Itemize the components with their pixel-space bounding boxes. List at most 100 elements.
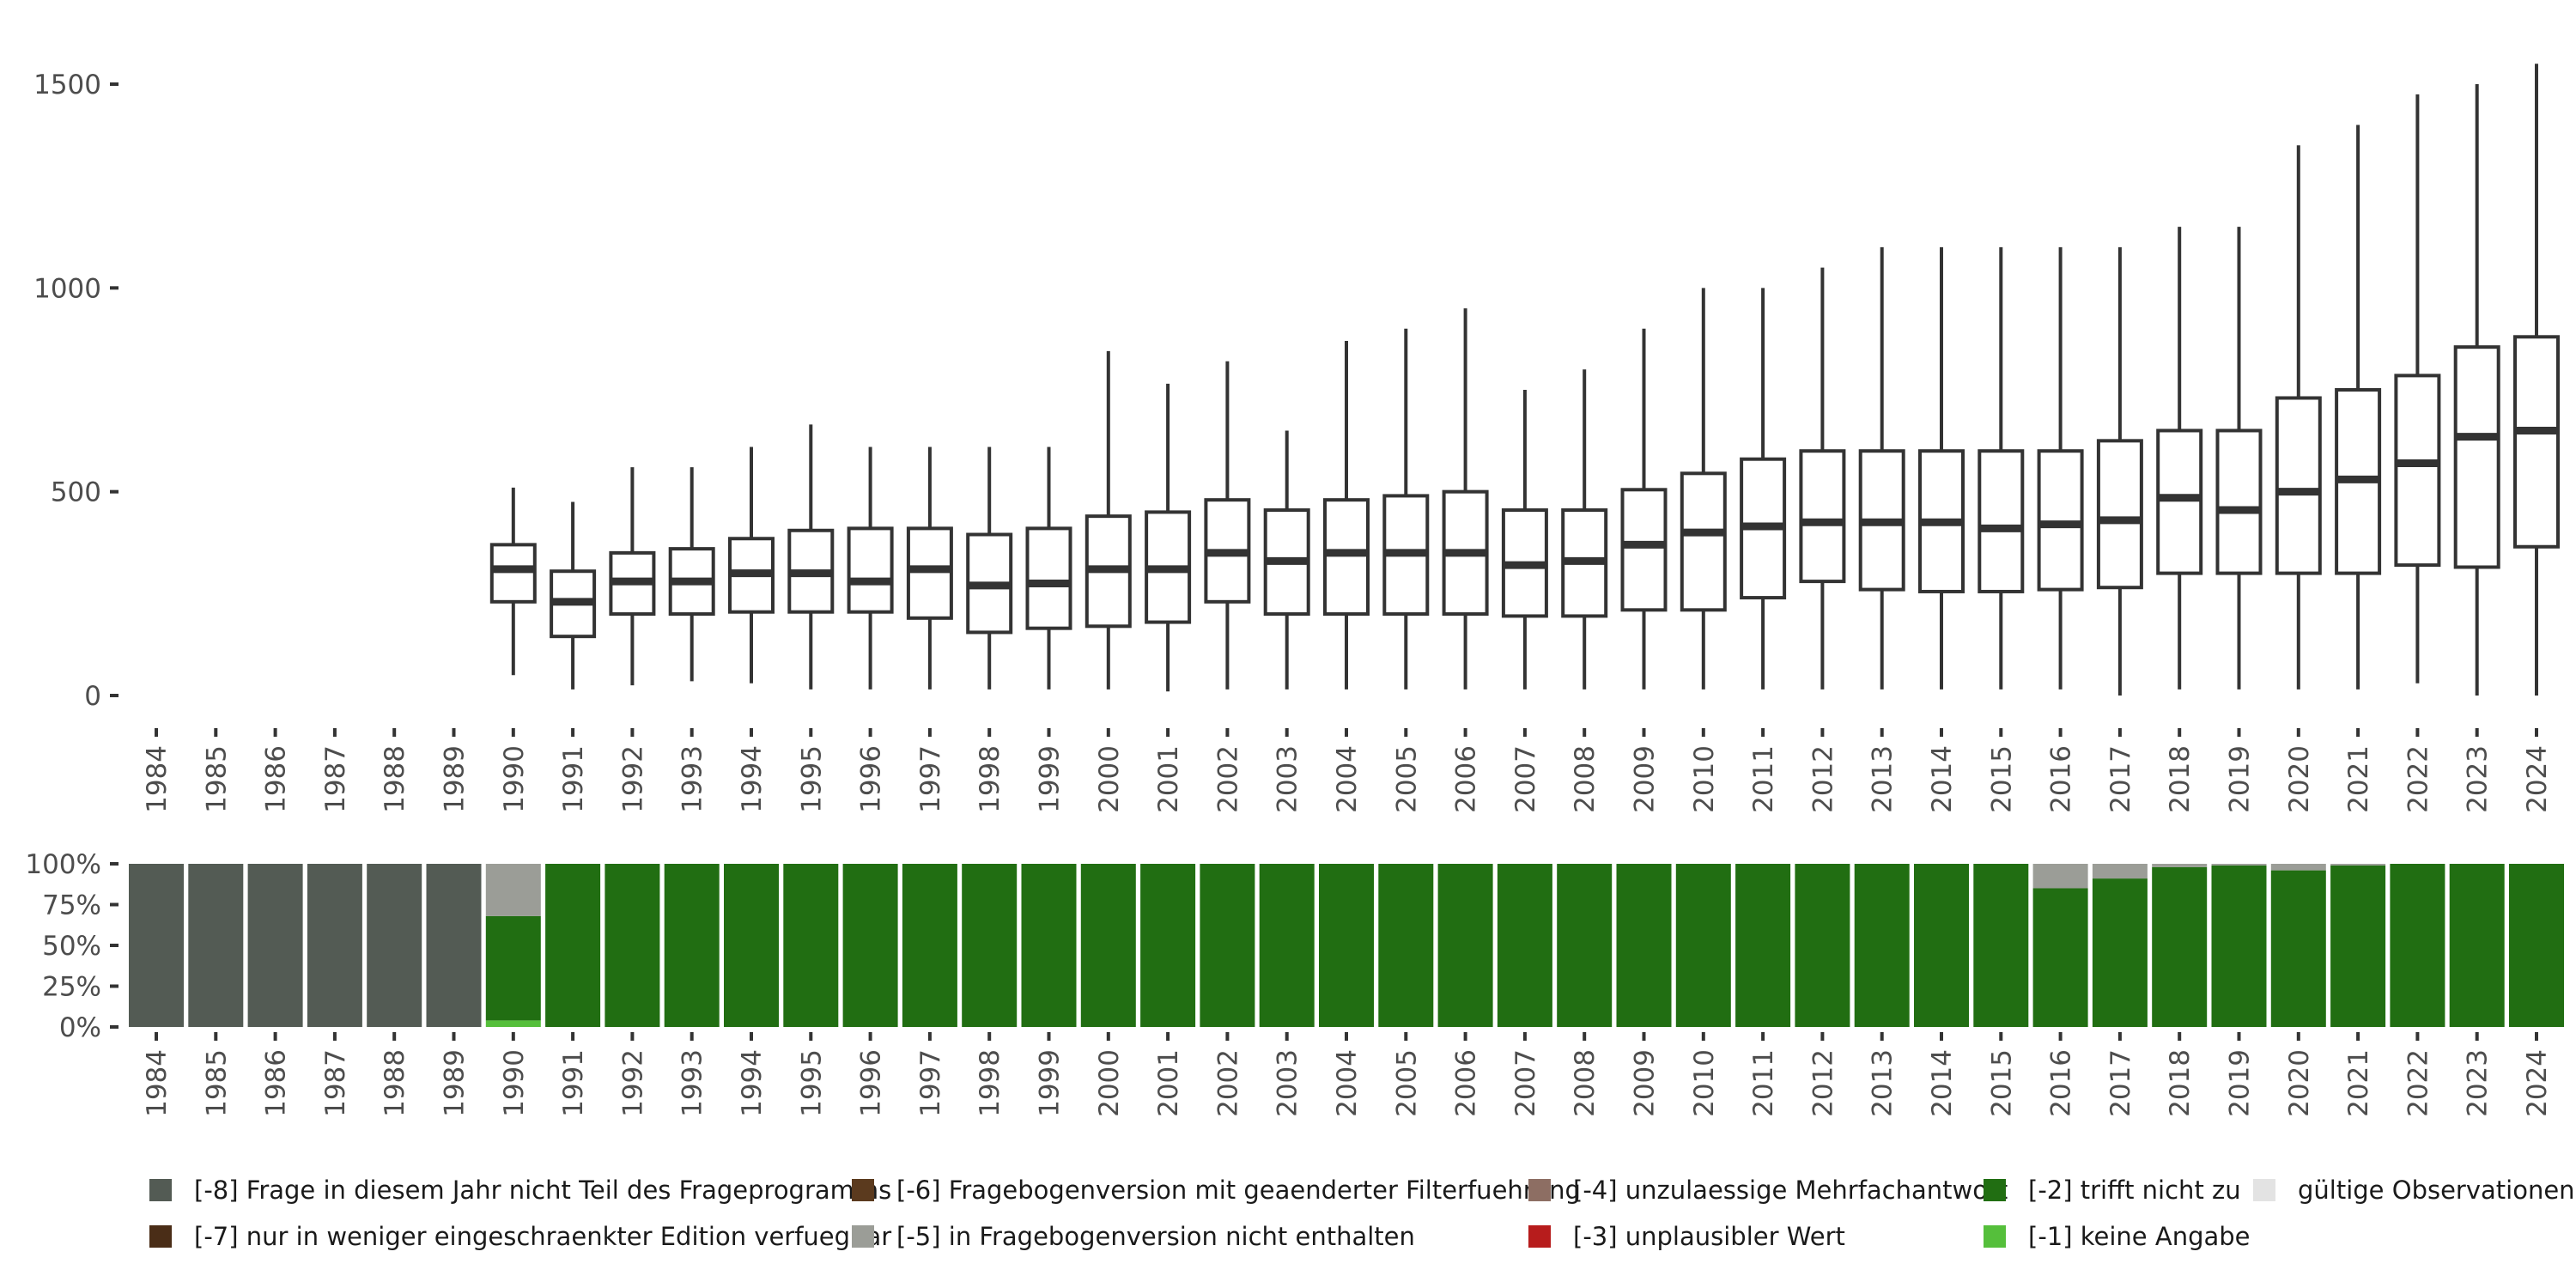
bar-x-tick-label: 2009 xyxy=(1630,1049,1661,1117)
bar-x-tick-label: 1993 xyxy=(677,1049,708,1117)
bar-segment-m5 xyxy=(485,864,541,916)
bar-segment-m2 xyxy=(724,864,779,1027)
bar-segment-m5 xyxy=(2211,864,2267,866)
bar-segment-m8 xyxy=(307,864,362,1027)
box-iqr xyxy=(1978,449,2025,593)
box-iqr xyxy=(1323,498,1370,617)
bar-x-tick-label: 2022 xyxy=(2403,1049,2433,1117)
bar-segment-m2 xyxy=(783,864,839,1027)
boxplot-box-2014 xyxy=(1918,246,1965,690)
stacked-bar-1996 xyxy=(842,864,898,1027)
boxplot-box-1996 xyxy=(847,447,894,690)
boxplot-x-tick-label: 2019 xyxy=(2225,745,2256,813)
bar-segment-m8 xyxy=(188,864,244,1027)
box-iqr xyxy=(2394,374,2441,568)
bar-x-tick-label: 2001 xyxy=(1153,1049,1184,1117)
bar-y-tick-label: 50% xyxy=(42,931,101,962)
stacked-bar-2001 xyxy=(1140,864,1196,1027)
bar-segment-m5 xyxy=(2032,864,2088,889)
legend-item-m6: [-6] Fragebogenversion mit geaenderter F… xyxy=(852,1173,1581,1207)
legend-item-m1: [-1] keine Angabe xyxy=(1984,1219,2251,1254)
bar-segment-m2 xyxy=(1973,864,2029,1027)
legend-label-valid: gültige Observationen xyxy=(2298,1176,2575,1205)
bar-y-tick-label: 100% xyxy=(25,849,101,880)
stacked-bar-2011 xyxy=(1735,864,1791,1027)
boxplot-x-tick-label: 2001 xyxy=(1153,745,1184,813)
legend-swatch-m5 xyxy=(852,1225,874,1248)
boxplot-x-tick-label: 2024 xyxy=(2522,745,2553,813)
stacked-bar-1999 xyxy=(1021,864,1077,1027)
stacked-bar-2019 xyxy=(2211,864,2267,1027)
boxplot-box-1995 xyxy=(787,424,835,690)
bar-x-tick-label: 2004 xyxy=(1332,1049,1363,1117)
stacked-bar-1993 xyxy=(664,864,720,1027)
bar-segment-m2 xyxy=(1735,864,1791,1027)
boxplot-x-tick-label: 1995 xyxy=(796,745,827,813)
bar-x-tick-label: 1985 xyxy=(201,1049,232,1117)
boxplot-x-tick-label: 2015 xyxy=(1986,745,2017,813)
legend-label-m6: [-6] Fragebogenversion mit geaenderter F… xyxy=(896,1176,1581,1205)
boxplot-x-tick-label: 1989 xyxy=(440,745,471,813)
bar-x-tick-label: 2018 xyxy=(2165,1049,2196,1117)
boxplot-box-2018 xyxy=(2156,227,2203,690)
bar-segment-m2 xyxy=(1259,864,1315,1027)
bar-segment-m2 xyxy=(2509,864,2564,1027)
boxplot-y-tick-label: 1000 xyxy=(33,273,101,304)
stacked-bar-2023 xyxy=(2449,864,2505,1027)
boxplot-box-2010 xyxy=(1680,288,1727,690)
boxplot-box-2015 xyxy=(1978,246,2025,690)
bar-segment-m2 xyxy=(842,864,898,1027)
stacked-bar-2022 xyxy=(2390,864,2445,1027)
bar-segment-m2 xyxy=(1140,864,1196,1027)
boxplot-x-tick-label: 2016 xyxy=(2046,745,2077,813)
stacked-bar-2005 xyxy=(1378,864,1434,1027)
bar-x-tick-label: 2024 xyxy=(2522,1049,2553,1117)
boxplot-box-1992 xyxy=(609,467,656,686)
boxplot-box-2005 xyxy=(1382,328,1430,690)
bar-x-tick-label: 1995 xyxy=(796,1049,827,1117)
bar-segment-m2 xyxy=(2270,870,2326,1027)
legend-label-m3: [-3] unplausibler Wert xyxy=(1573,1222,1845,1251)
boxplot-x-tick-label: 1985 xyxy=(201,745,232,813)
stacked-bar-2024 xyxy=(2509,864,2564,1027)
legend-item-m5: [-5] in Fragebogenversion nicht enthalte… xyxy=(852,1219,1415,1254)
bar-x-tick-label: 1986 xyxy=(261,1049,292,1117)
stacked-bar-2012 xyxy=(1795,864,1850,1027)
bar-x-tick-label: 1999 xyxy=(1035,1049,1066,1117)
boxplot-x-tick-label: 2005 xyxy=(1391,745,1422,813)
bar-segment-m2 xyxy=(1319,864,1374,1027)
bar-segment-m8 xyxy=(129,864,184,1027)
legend-label-m5: [-5] in Fragebogenversion nicht enthalte… xyxy=(896,1222,1415,1251)
boxplot-x-tick-label: 2011 xyxy=(1748,745,1779,813)
boxplot-x-tick-label: 1988 xyxy=(380,745,410,813)
boxplot-box-2011 xyxy=(1740,288,1787,690)
bar-segment-m2 xyxy=(1080,864,1136,1027)
boxplot-x-tick-label: 2010 xyxy=(1689,745,1720,813)
boxplot-x-tick-label: 1991 xyxy=(558,745,589,813)
boxplot-box-2000 xyxy=(1084,350,1132,690)
stacked-bar-1995 xyxy=(783,864,839,1027)
boxplot-x-tick-label: 1996 xyxy=(856,745,887,813)
boxplot-x-tick-label: 2017 xyxy=(2105,745,2136,813)
bar-segment-m5 xyxy=(2330,864,2386,866)
legend-swatch-m6 xyxy=(852,1179,874,1201)
bar-segment-m2 xyxy=(1854,864,1910,1027)
boxplot-box-2009 xyxy=(1620,328,1668,690)
legend-swatch-m3 xyxy=(1528,1225,1551,1248)
boxplot-box-2021 xyxy=(2335,125,2382,690)
boxplot-x-tick-label: 1999 xyxy=(1035,745,1066,813)
stacked-bar-1990 xyxy=(485,864,541,1027)
stacked-bar-2014 xyxy=(1914,864,1969,1027)
stacked-bar-2010 xyxy=(1675,864,1731,1027)
boxplot-box-2016 xyxy=(2037,246,2084,690)
bar-segment-m5 xyxy=(2270,864,2326,871)
bar-segment-m2 xyxy=(2092,878,2148,1027)
boxplot-box-1990 xyxy=(489,487,537,676)
boxplot-x-tick-label: 1994 xyxy=(737,745,768,813)
boxplot-y-tick-label: 1500 xyxy=(33,70,101,100)
bar-segment-m2 xyxy=(605,864,660,1027)
bar-segment-m2 xyxy=(1378,864,1434,1027)
boxplot-x-tick-label: 1997 xyxy=(915,745,946,813)
box-iqr xyxy=(847,526,894,614)
boxplot-box-2008 xyxy=(1561,369,1608,690)
